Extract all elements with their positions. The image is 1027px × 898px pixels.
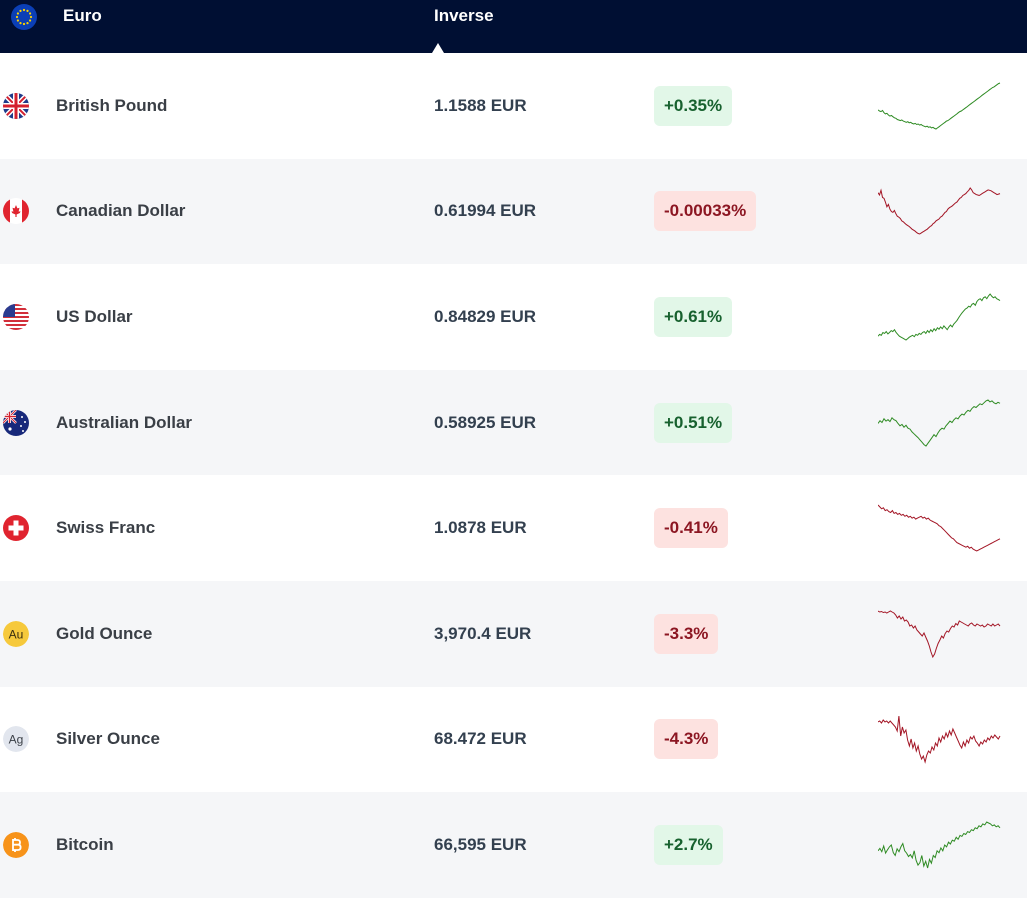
currency-list: British Pound 1.1588 EUR +0.35% Canadian…: [0, 53, 1027, 898]
sparkline-chart: [878, 398, 1001, 447]
us-flag-icon: [3, 303, 29, 330]
currency-row-bitcoin[interactable]: Bitcoin 66,595 EUR +2.7%: [0, 792, 1027, 898]
currency-name: Gold Ounce: [56, 623, 153, 643]
currency-row-swiss-franc[interactable]: Swiss Franc 1.0878 EUR -0.41%: [0, 475, 1027, 581]
currency-row-canadian-dollar[interactable]: Canadian Dollar 0.61994 EUR -0.00033%: [0, 158, 1027, 265]
currency-row-gold-ounce[interactable]: Au Gold Ounce 3,970.4 EUR -3.3%: [0, 580, 1027, 687]
switzerland-flag-icon: [3, 515, 29, 542]
currency-name: Bitcoin: [56, 834, 114, 854]
sparkline-chart: [878, 82, 1001, 130]
sparkline-chart: [878, 716, 1001, 765]
currency-name: British Pound: [56, 95, 168, 115]
eu-flag-icon: [11, 4, 37, 30]
currency-name: Silver Ounce: [56, 729, 160, 749]
change-badge: +0.51%: [654, 402, 733, 443]
change-badge: +0.61%: [654, 296, 733, 337]
base-currency-label[interactable]: Euro: [63, 6, 102, 25]
exchange-rate: 0.84829 EUR: [434, 306, 537, 326]
silver-coin-icon: Ag: [3, 726, 29, 753]
currency-row-british-pound[interactable]: British Pound 1.1588 EUR +0.35%: [0, 53, 1027, 159]
currency-row-us-dollar[interactable]: US Dollar 0.84829 EUR +0.61%: [0, 264, 1027, 370]
currency-name: US Dollar: [56, 306, 133, 326]
sparkline-chart: [878, 293, 1001, 341]
exchange-rate: 68.472 EUR: [434, 729, 527, 749]
exchange-rate: 66,595 EUR: [434, 834, 527, 854]
currency-row-silver-ounce[interactable]: Ag Silver Ounce 68.472 EUR -4.3%: [0, 687, 1027, 793]
gold-coin-icon: Au: [3, 620, 29, 647]
metal-symbol: Ag: [9, 733, 24, 747]
change-badge: -3.3%: [654, 613, 719, 654]
currency-name: Swiss Franc: [56, 518, 156, 538]
sparkline-chart: [878, 504, 1001, 552]
currency-header: Euro Inverse: [0, 0, 1027, 53]
change-badge: +2.7%: [654, 824, 723, 865]
metal-symbol: Au: [9, 627, 24, 641]
sparkline-chart: [878, 821, 1001, 869]
sparkline-chart: [878, 187, 1001, 235]
exchange-rate: 0.58925 EUR: [434, 412, 537, 432]
exchange-rate: 3,970.4 EUR: [434, 623, 532, 643]
inverse-column-header[interactable]: Inverse: [434, 6, 494, 25]
change-badge: -0.00033%: [654, 191, 757, 232]
sparkline-chart: [878, 610, 1001, 658]
currency-name: Australian Dollar: [56, 412, 193, 432]
change-badge: -4.3%: [654, 719, 719, 760]
uk-flag-icon: [3, 92, 29, 119]
australia-flag-icon: [3, 409, 29, 436]
change-badge: +0.35%: [654, 85, 733, 126]
bitcoin-icon: [3, 831, 29, 858]
active-column-caret-icon: [432, 43, 444, 53]
canada-flag-icon: [3, 198, 29, 225]
currency-name: Canadian Dollar: [56, 201, 186, 221]
exchange-rate: 1.1588 EUR: [434, 95, 527, 115]
exchange-rate: 0.61994 EUR: [434, 201, 537, 221]
change-badge: -0.41%: [654, 508, 728, 549]
exchange-rate: 1.0878 EUR: [434, 518, 527, 538]
currency-row-australian-dollar[interactable]: Australian Dollar 0.58925 EUR +0.51%: [0, 369, 1027, 476]
